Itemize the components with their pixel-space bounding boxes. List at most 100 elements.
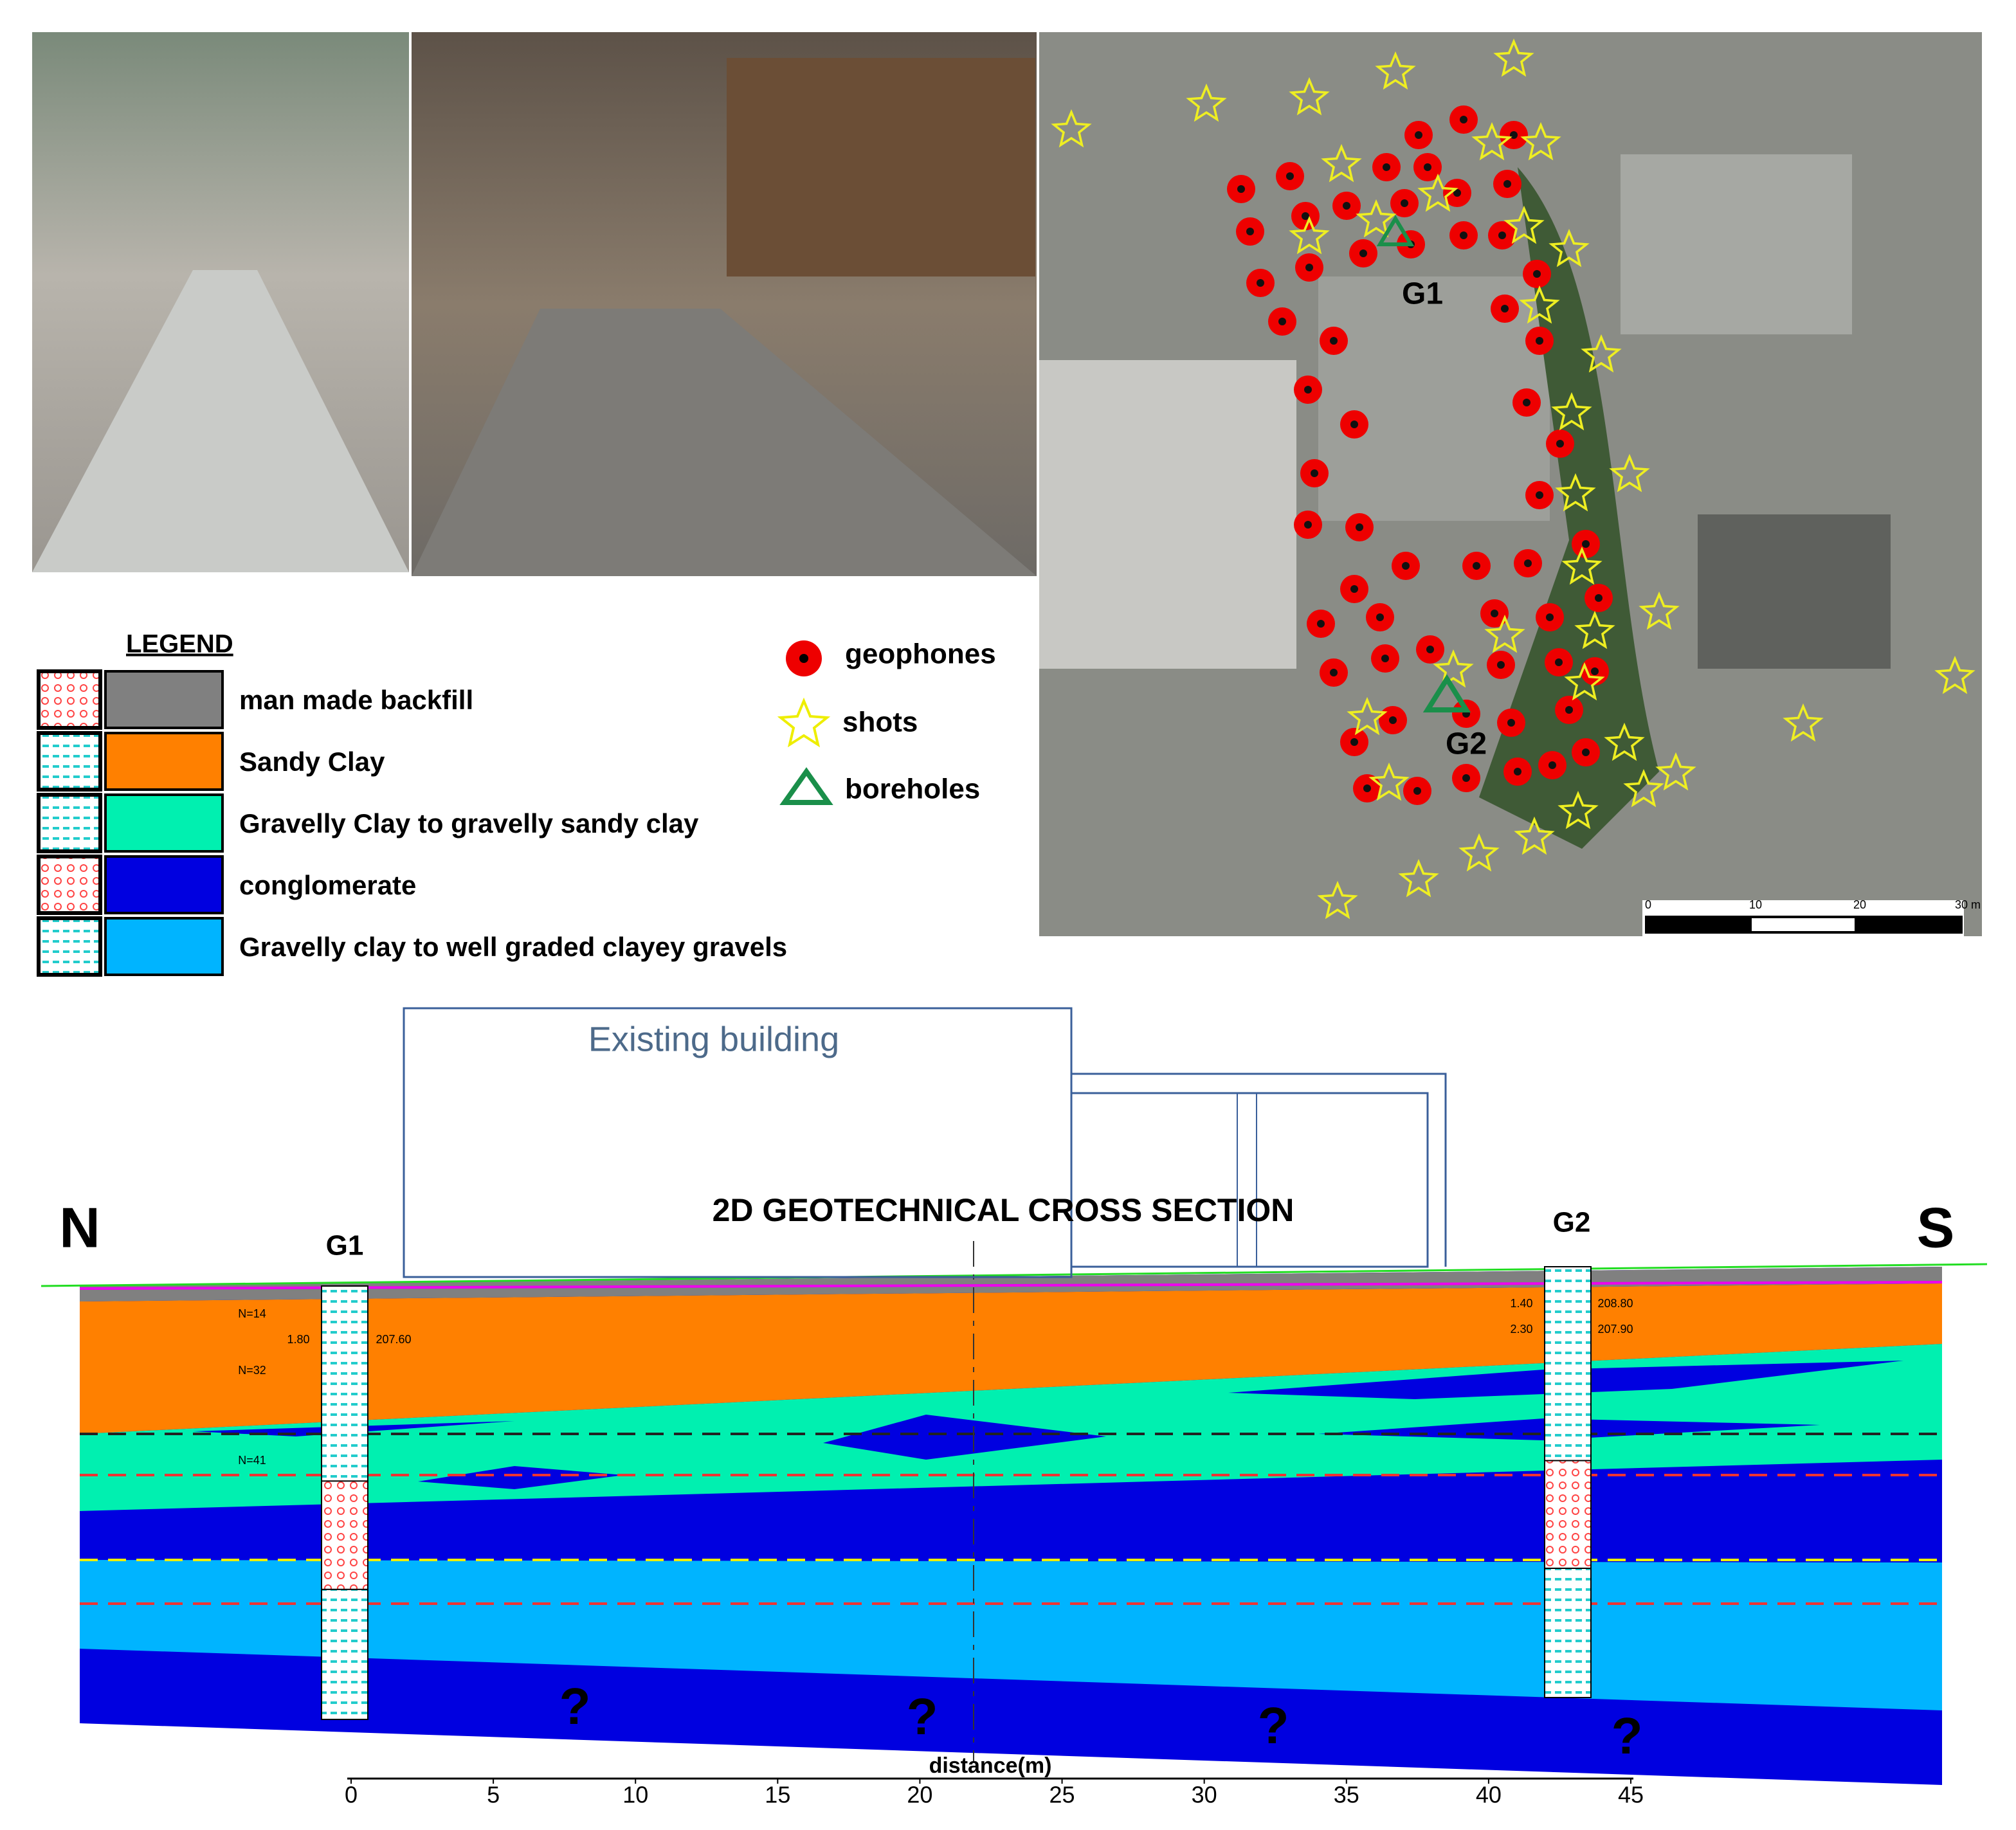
geophone-center bbox=[1376, 613, 1384, 621]
north-label: N bbox=[59, 1195, 100, 1259]
geophone-center bbox=[1389, 716, 1397, 724]
south-label: S bbox=[1917, 1195, 1955, 1259]
shot bbox=[1417, 173, 1458, 212]
unknown-mark: ? bbox=[559, 1678, 591, 1735]
geophone-center bbox=[1237, 185, 1245, 193]
axis-tick-label: 35 bbox=[1334, 1782, 1359, 1808]
map-legend-label: boreholes bbox=[845, 774, 980, 805]
shot bbox=[1520, 122, 1561, 161]
geophone-center bbox=[1548, 761, 1556, 769]
shot bbox=[1347, 696, 1388, 736]
axis-tick-label: 45 bbox=[1618, 1782, 1644, 1808]
shot bbox=[1321, 143, 1362, 183]
shot bbox=[1564, 662, 1605, 701]
section-title: 2D GEOTECHNICAL CROSS SECTION bbox=[713, 1192, 1294, 1228]
geophone-center bbox=[1402, 562, 1410, 570]
borehole bbox=[1422, 674, 1471, 712]
conglomerate-lens bbox=[823, 1415, 1106, 1460]
layer-gravelly-clay-gravels bbox=[80, 1560, 1942, 1710]
geophone-center bbox=[1582, 748, 1590, 756]
shot-icon bbox=[777, 697, 831, 748]
geophone-center bbox=[1556, 440, 1564, 448]
borehole-label: G1 bbox=[326, 1230, 364, 1262]
borehole-annotation: 207.60 bbox=[376, 1333, 411, 1346]
legend-label: Gravelly Clay to gravelly sandy clay bbox=[239, 808, 699, 838]
scale-label: 20 bbox=[1853, 898, 1866, 911]
geophone-center bbox=[1350, 585, 1358, 593]
geophone-center bbox=[1383, 163, 1390, 171]
geophone-icon bbox=[799, 654, 808, 663]
shot bbox=[1604, 722, 1645, 761]
geophone-center bbox=[1498, 231, 1506, 239]
photo-detail bbox=[412, 309, 1037, 576]
unknown-mark: ? bbox=[907, 1688, 938, 1745]
map-roof bbox=[1039, 360, 1296, 669]
map-borehole-label: G2 bbox=[1446, 727, 1487, 761]
map-trees bbox=[1479, 167, 1659, 849]
unknown-mark: ? bbox=[1258, 1697, 1289, 1754]
conglomerate-lens bbox=[418, 1466, 624, 1489]
borehole-annotation: N=32 bbox=[238, 1364, 266, 1377]
geophone-center bbox=[1350, 421, 1358, 428]
geophone-center bbox=[1278, 318, 1286, 325]
map-legend-label: shots bbox=[842, 707, 918, 738]
geophone-center bbox=[1503, 180, 1511, 188]
geophone-center bbox=[1460, 116, 1467, 123]
legend-title: LEGEND bbox=[126, 630, 233, 658]
legend-label: Gravelly clay to well graded clayey grav… bbox=[239, 932, 787, 962]
geophone-center bbox=[1305, 264, 1313, 271]
geophone-center bbox=[1424, 163, 1431, 171]
borehole-label: G2 bbox=[1553, 1207, 1591, 1238]
shot bbox=[1289, 77, 1330, 116]
borehole-annotation: 1.40 bbox=[1510, 1297, 1532, 1310]
geophone-center bbox=[1462, 774, 1470, 782]
geophone-center bbox=[1536, 337, 1543, 345]
shot bbox=[1655, 752, 1696, 791]
shot bbox=[1398, 858, 1439, 898]
scale-label: 30 m bbox=[1955, 898, 1981, 911]
geophone-center bbox=[1317, 620, 1325, 628]
geophone-center bbox=[1401, 199, 1408, 207]
geophone-center bbox=[1413, 787, 1421, 795]
geophone-center bbox=[1286, 172, 1294, 180]
map-scale-bar bbox=[1752, 918, 1855, 931]
shot bbox=[1551, 392, 1592, 431]
shot bbox=[1317, 880, 1358, 920]
legend-swatch bbox=[104, 670, 224, 729]
geophone-center bbox=[1304, 521, 1312, 529]
borehole-icon bbox=[779, 767, 833, 805]
axis-tick-label: 10 bbox=[622, 1782, 648, 1808]
geophone-center bbox=[1555, 658, 1563, 666]
legend-swatch bbox=[104, 855, 224, 914]
geophone-center bbox=[1497, 661, 1505, 669]
unknown-mark: ? bbox=[1612, 1707, 1643, 1764]
borehole-annotation: 2.30 bbox=[1510, 1323, 1532, 1336]
geophone-center bbox=[1460, 231, 1467, 239]
geophone-center bbox=[1343, 202, 1350, 210]
axis-tick-label: 30 bbox=[1192, 1782, 1217, 1808]
shot bbox=[1186, 83, 1227, 122]
geophone-center bbox=[1363, 784, 1371, 792]
ground-line bbox=[41, 1263, 1988, 1287]
geophone-center bbox=[1350, 738, 1358, 746]
geophone-center bbox=[1453, 189, 1461, 197]
legend-swatch bbox=[104, 732, 224, 791]
legend-pattern bbox=[37, 916, 102, 977]
shot bbox=[1623, 768, 1664, 808]
scale-label: 0 bbox=[1645, 898, 1651, 911]
geophone-center bbox=[1330, 337, 1338, 345]
shot bbox=[1514, 816, 1555, 855]
shot bbox=[1609, 453, 1650, 493]
shot bbox=[1519, 285, 1560, 324]
geophone-center bbox=[1257, 279, 1264, 287]
axis-tick-label: 20 bbox=[907, 1782, 932, 1808]
shot bbox=[1375, 51, 1416, 90]
geophone-center bbox=[1546, 613, 1554, 621]
shot bbox=[1561, 546, 1603, 585]
geophone-center bbox=[1311, 469, 1318, 477]
shot bbox=[1368, 762, 1410, 801]
shot bbox=[1051, 109, 1092, 148]
map-legend-label: geophones bbox=[845, 639, 996, 670]
geophone-center bbox=[1565, 706, 1573, 714]
